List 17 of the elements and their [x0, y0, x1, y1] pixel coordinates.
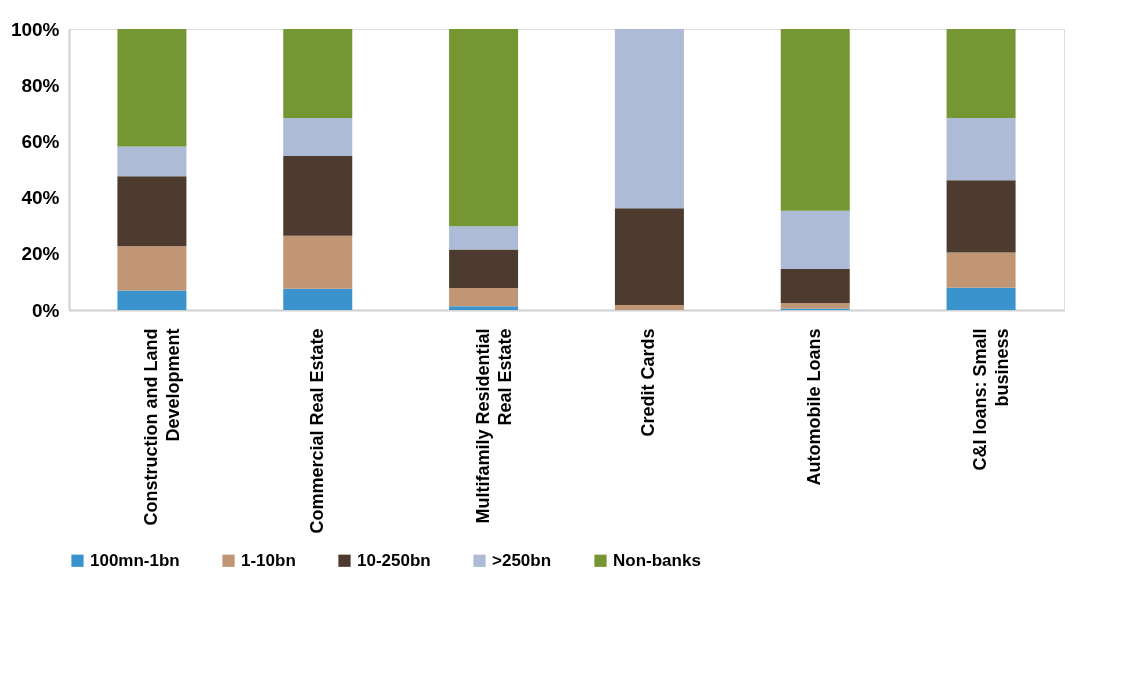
- x-tick-label: Commercial Real Estate: [306, 328, 327, 534]
- x-tick-label: Multifamily Residential Real Estate: [472, 328, 515, 524]
- x-tick-label: C&I loans: Small business: [970, 328, 1013, 471]
- y-tick-label: 60%: [21, 130, 60, 152]
- legend-label: >250bn: [492, 550, 552, 570]
- legend-label: 10-250bn: [357, 550, 431, 570]
- y-tick-label: 0%: [32, 299, 60, 321]
- y-tick-label: 80%: [21, 74, 60, 96]
- y-tick-label: 100%: [10, 18, 60, 40]
- legend-label: 100mn-1bn: [90, 550, 180, 570]
- x-tick-label: Construction and Land Development: [140, 328, 183, 526]
- x-tick-label: Automobile Loans: [804, 328, 825, 486]
- legend-label: Non-banks: [613, 550, 701, 570]
- y-tick-label: 40%: [21, 187, 60, 209]
- legend-label: 1-10bn: [241, 550, 296, 570]
- y-tick-label: 20%: [21, 243, 60, 265]
- x-tick-label: Credit Cards: [638, 328, 659, 437]
